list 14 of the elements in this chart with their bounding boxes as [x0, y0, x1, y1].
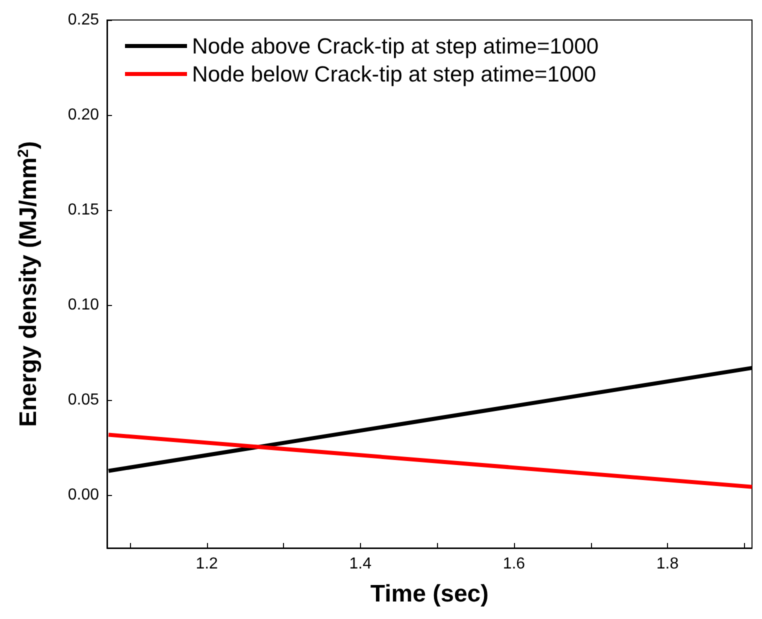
y-tick-label: 0.00 [68, 486, 100, 504]
y-tick-label: 0.15 [68, 201, 100, 218]
x-tick-label: 1.8 [656, 556, 679, 572]
y-axis-title: Energy density (MJ/mm2) [15, 141, 42, 427]
x-tick-label: 1.4 [349, 556, 372, 572]
x-tick-label: 1.6 [502, 556, 526, 572]
legend-label: Node below Crack-tip at step atime=1000 [192, 62, 596, 86]
x-axis-title: Time (sec) [370, 580, 489, 608]
y-tick-label: 0.10 [68, 296, 100, 314]
y-tick-label: 0.20 [68, 106, 100, 124]
y-tick-label: 0.25 [68, 12, 100, 28]
y-tick-label: 0.05 [68, 391, 100, 408]
x-tick-label: 1.2 [196, 556, 218, 572]
legend-label: Node above Crack-tip at step atime=1000 [192, 34, 599, 58]
